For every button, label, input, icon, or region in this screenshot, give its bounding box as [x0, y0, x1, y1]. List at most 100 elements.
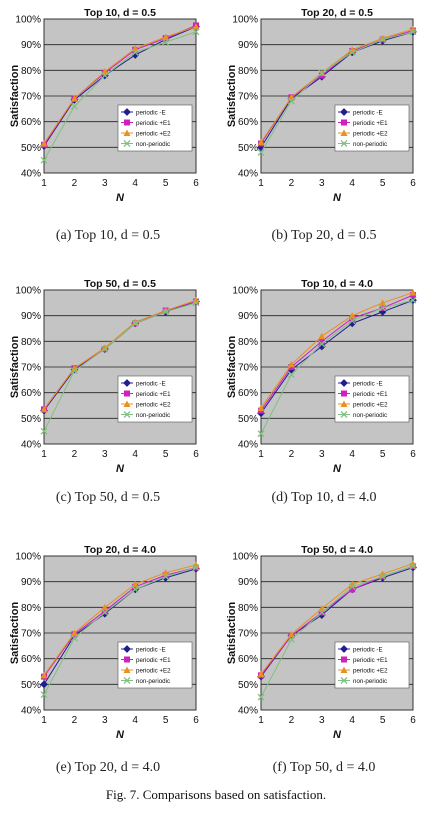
- data-point: [40, 691, 48, 699]
- legend-marker: [124, 656, 130, 663]
- legend-label: non-periodic: [353, 678, 387, 685]
- data-point: [409, 289, 417, 296]
- chart-panel-a: 40% 50% 60% 70% 80% 90% 100% 1 2 3 4 5 6 Top 10, d = …: [6, 5, 210, 210]
- x-tick-label: 2: [289, 715, 295, 726]
- y-tick-label: 80%: [238, 337, 258, 348]
- data-point: [101, 344, 109, 351]
- x-tick-label: 1: [41, 715, 47, 726]
- x-tick-label: 3: [319, 449, 325, 460]
- legend: periodic -E periodic +E1 periodic +E2 non-p…: [334, 641, 410, 689]
- x-tick-label: 6: [410, 715, 416, 726]
- y-tick-label: 100%: [15, 552, 41, 563]
- y-tick-label: 40%: [21, 706, 41, 717]
- data-point: [379, 304, 387, 312]
- series-line: [43, 299, 197, 410]
- y-tick-label: 60%: [21, 654, 41, 665]
- series-line: [43, 26, 197, 147]
- x-tick-label: 4: [349, 178, 355, 189]
- legend-label: periodic +E2: [136, 402, 171, 409]
- x-tick-label: 5: [163, 449, 169, 460]
- chart-svg: 40% 50% 60% 70% 80% 90% 100% 1 2 3 4 5 6 Top 50, d = …: [9, 278, 200, 475]
- data-point: [379, 34, 387, 42]
- data-point: [162, 38, 170, 46]
- subfigure-caption-d: (d) Top 10, d = 4.0: [271, 490, 377, 505]
- x-tick-label: 1: [258, 449, 264, 460]
- subfigure-caption-b: (b) Top 20, d = 0.5: [271, 228, 377, 243]
- legend-marker: [123, 140, 131, 147]
- y-tick-label: 80%: [21, 66, 41, 77]
- data-point: [40, 139, 48, 147]
- legend-marker: [123, 666, 131, 673]
- y-tick-label: 100%: [232, 286, 258, 297]
- legend-label: periodic +E1: [353, 120, 388, 127]
- legend-marker: [340, 108, 348, 116]
- data-point: [131, 580, 139, 588]
- legend: periodic -E periodic +E1 periodic +E2 non-p…: [117, 104, 193, 152]
- data-point: [318, 332, 326, 340]
- series-line: [260, 294, 414, 411]
- data-point: [192, 299, 200, 307]
- series-line: [43, 31, 197, 161]
- x-tick-label: 2: [72, 178, 78, 189]
- y-tick-label: 60%: [238, 117, 258, 128]
- chart-title: Top 20, d = 0.5: [301, 7, 373, 19]
- series-line: [260, 563, 414, 675]
- legend-marker: [123, 411, 131, 418]
- series-line: [260, 299, 414, 434]
- y-tick-label: 70%: [21, 363, 41, 374]
- y-tick-label: 90%: [21, 40, 41, 51]
- y-tick-label: 80%: [21, 337, 41, 348]
- y-tick-label: 90%: [238, 311, 258, 322]
- series-line: [43, 302, 197, 432]
- x-tick-label: 3: [102, 178, 108, 189]
- legend-box: [334, 375, 410, 423]
- series-line: [43, 564, 197, 676]
- data-point: [409, 296, 417, 304]
- x-axis-label: N: [116, 729, 125, 741]
- data-point: [162, 573, 170, 580]
- data-point: [379, 573, 387, 580]
- legend-label: periodic -E: [353, 381, 383, 388]
- x-tick-label: 6: [193, 715, 199, 726]
- y-axis-label: Satisfaction: [226, 602, 238, 665]
- legend-marker: [124, 119, 130, 126]
- legend-marker: [341, 656, 347, 663]
- chart-title: Top 10, d = 4.0: [301, 278, 373, 290]
- data-point: [409, 562, 417, 570]
- chart-panel-f: 40% 50% 60% 70% 80% 90% 100% 1 2 3 4 5 6 Top 50, d = …: [223, 542, 427, 747]
- y-tick-label: 90%: [21, 311, 41, 322]
- series-line: [260, 299, 414, 414]
- chart-svg: 40% 50% 60% 70% 80% 90% 100% 1 2 3 4 5 6 Top 20, d = …: [9, 544, 200, 741]
- y-tick-label: 60%: [21, 388, 41, 399]
- legend: periodic -E periodic +E1 periodic +E2 non-p…: [117, 641, 193, 689]
- y-tick-label: 100%: [232, 552, 258, 563]
- chart-svg: 40% 50% 60% 70% 80% 90% 100% 1 2 3 4 5 6 Top 10, d = …: [9, 7, 200, 204]
- y-axis-label: Satisfaction: [226, 336, 238, 399]
- x-tick-label: 5: [380, 178, 386, 189]
- legend-marker: [340, 400, 348, 407]
- y-tick-label: 80%: [238, 66, 258, 77]
- series-line: [43, 567, 197, 677]
- data-point: [70, 102, 78, 110]
- y-tick-label: 50%: [21, 143, 41, 154]
- data-point: [318, 69, 326, 77]
- x-tick-label: 2: [72, 715, 78, 726]
- x-axis-label: N: [333, 729, 342, 741]
- x-tick-label: 4: [349, 449, 355, 460]
- legend-label: periodic +E1: [353, 657, 388, 664]
- legend-label: periodic +E1: [353, 391, 388, 398]
- chart-title: Top 50, d = 4.0: [301, 544, 373, 556]
- y-tick-label: 80%: [21, 603, 41, 614]
- data-point: [192, 23, 200, 30]
- data-point: [257, 149, 265, 156]
- subfigure-caption-c: (c) Top 50, d = 0.5: [55, 490, 161, 505]
- x-tick-label: 5: [380, 715, 386, 726]
- x-tick-label: 1: [41, 449, 47, 460]
- y-tick-label: 50%: [21, 680, 41, 691]
- data-point: [348, 48, 356, 56]
- subfigure-caption-f: (f) Top 50, d = 4.0: [272, 760, 376, 775]
- legend-marker: [123, 400, 131, 407]
- legend-label: periodic -E: [136, 110, 166, 117]
- data-point: [409, 28, 417, 36]
- data-point: [318, 609, 326, 616]
